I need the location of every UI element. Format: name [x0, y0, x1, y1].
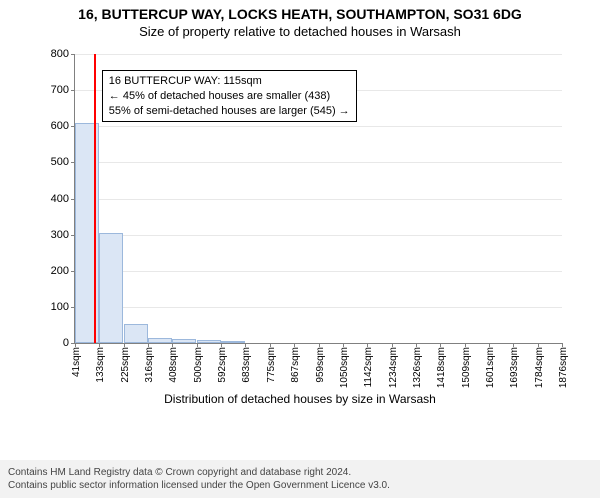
annotation-line: ← 45% of detached houses are smaller (43…: [109, 89, 350, 104]
x-tick-label: 1326sqm: [412, 343, 423, 388]
y-tick-label: 800: [51, 48, 75, 60]
x-tick-label: 408sqm: [168, 343, 179, 383]
property-marker-line: [94, 54, 96, 343]
x-tick-label: 41sqm: [71, 343, 82, 377]
gridline: [75, 126, 562, 127]
x-tick-label: 1142sqm: [363, 343, 374, 387]
page-title: 16, BUTTERCUP WAY, LOCKS HEATH, SOUTHAMP…: [0, 0, 600, 22]
y-tick-label: 600: [51, 120, 75, 132]
chart-container: Number of detached properties 0100200300…: [30, 48, 570, 418]
footer: Contains HM Land Registry data © Crown c…: [0, 460, 600, 498]
gridline: [75, 271, 562, 272]
y-tick-label: 500: [51, 156, 75, 168]
x-tick-label: 1050sqm: [339, 343, 350, 388]
x-tick-label: 1418sqm: [436, 343, 447, 388]
gridline: [75, 235, 562, 236]
x-tick-label: 1784sqm: [534, 343, 545, 388]
annotation-box: 16 BUTTERCUP WAY: 115sqm← 45% of detache…: [102, 70, 357, 123]
plot-area: 010020030040050060070080041sqm133sqm225s…: [74, 54, 562, 344]
y-tick-label: 100: [51, 301, 75, 313]
y-tick-label: 400: [51, 193, 75, 205]
x-tick-label: 133sqm: [95, 343, 106, 383]
footer-line-2: Contains public sector information licen…: [8, 479, 592, 492]
gridline: [75, 162, 562, 163]
histogram-bar: [124, 324, 148, 343]
x-tick-label: 225sqm: [120, 343, 131, 383]
x-tick-label: 1601sqm: [485, 343, 496, 388]
x-tick-label: 683sqm: [241, 343, 252, 383]
x-tick-label: 1876sqm: [558, 343, 569, 388]
annotation-line: 16 BUTTERCUP WAY: 115sqm: [109, 74, 350, 89]
footer-line-1: Contains HM Land Registry data © Crown c…: [8, 466, 592, 479]
y-tick-label: 300: [51, 229, 75, 241]
x-tick-label: 775sqm: [266, 343, 277, 383]
x-tick-label: 316sqm: [144, 343, 155, 383]
gridline: [75, 54, 562, 55]
x-tick-label: 1509sqm: [461, 343, 472, 388]
x-tick-label: 500sqm: [193, 343, 204, 383]
y-tick-label: 700: [51, 84, 75, 96]
x-tick-label: 959sqm: [315, 343, 326, 383]
x-tick-label: 1693sqm: [509, 343, 520, 388]
x-axis-label: Distribution of detached houses by size …: [30, 392, 570, 406]
histogram-bar: [99, 233, 123, 343]
gridline: [75, 307, 562, 308]
y-tick-label: 200: [51, 265, 75, 277]
annotation-line: 55% of semi-detached houses are larger (…: [109, 104, 350, 119]
gridline: [75, 199, 562, 200]
x-tick-label: 592sqm: [217, 343, 228, 383]
x-tick-label: 867sqm: [290, 343, 301, 383]
page-subtitle: Size of property relative to detached ho…: [0, 22, 600, 39]
x-tick-label: 1234sqm: [388, 343, 399, 388]
